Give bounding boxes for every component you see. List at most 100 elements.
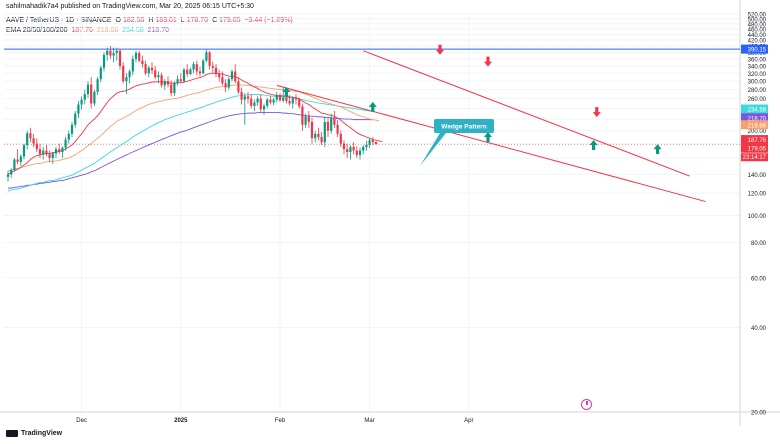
candle-body[interactable] <box>96 79 99 92</box>
candle-body[interactable] <box>278 94 282 101</box>
candle-body[interactable] <box>134 52 138 59</box>
candle-body[interactable] <box>202 60 205 74</box>
candle-body[interactable] <box>186 69 189 75</box>
candle-body[interactable] <box>42 150 45 155</box>
candle-body[interactable] <box>298 99 301 107</box>
candle-body[interactable] <box>365 144 368 148</box>
candle-body[interactable] <box>339 133 342 144</box>
candle-body[interactable] <box>112 52 115 56</box>
candle-body[interactable] <box>141 60 144 65</box>
candle-body[interactable] <box>16 159 19 162</box>
candle-body[interactable] <box>122 65 125 82</box>
candle-body[interactable] <box>346 149 349 153</box>
candle-body[interactable] <box>51 153 54 158</box>
candle-body[interactable] <box>131 58 134 72</box>
trendline-wedge-lower[interactable] <box>276 84 706 203</box>
candle-body[interactable] <box>86 84 90 95</box>
candle-body[interactable] <box>224 83 227 88</box>
candle-body[interactable] <box>374 141 378 145</box>
candle-body[interactable] <box>301 106 304 125</box>
candle-body[interactable] <box>282 97 285 101</box>
candle-body[interactable] <box>13 159 16 171</box>
candle-body[interactable] <box>102 54 106 68</box>
candle-body[interactable] <box>250 98 253 106</box>
candle-body[interactable] <box>310 121 314 139</box>
candle-body[interactable] <box>157 75 160 78</box>
candle-body[interactable] <box>70 124 74 134</box>
candle-body[interactable] <box>234 71 237 82</box>
candle-body[interactable] <box>371 140 374 143</box>
candle-body[interactable] <box>243 96 246 100</box>
candle-body[interactable] <box>64 139 67 148</box>
candle-body[interactable] <box>211 65 214 68</box>
candle-body[interactable] <box>35 143 38 150</box>
legend-ema-label[interactable]: EMA 20/50/100/200 <box>6 27 68 34</box>
candle-body[interactable] <box>90 84 93 104</box>
candle-body[interactable] <box>147 67 150 74</box>
candle-body[interactable] <box>29 133 32 139</box>
candle-body[interactable] <box>74 113 77 125</box>
candle-body[interactable] <box>330 117 333 131</box>
candle-body[interactable] <box>294 98 298 100</box>
candle-body[interactable] <box>218 74 221 78</box>
candle-body[interactable] <box>189 69 192 75</box>
candle-body[interactable] <box>150 67 154 71</box>
candle-body[interactable] <box>195 64 198 72</box>
candle-body[interactable] <box>170 84 173 94</box>
candle-body[interactable] <box>358 150 362 155</box>
candle-body[interactable] <box>6 174 10 177</box>
candle-body[interactable] <box>214 67 218 75</box>
candle-body[interactable] <box>208 52 211 66</box>
tradingview-branding[interactable]: TradingView <box>6 430 62 437</box>
candle-body[interactable] <box>125 77 128 82</box>
candle-body[interactable] <box>336 124 339 134</box>
candle-body[interactable] <box>77 104 80 114</box>
candle-body[interactable] <box>285 97 288 102</box>
candle-body[interactable] <box>128 71 131 78</box>
candle-body[interactable] <box>227 79 230 88</box>
candle-body[interactable] <box>176 79 179 83</box>
candle-body[interactable] <box>240 91 243 100</box>
candle-body[interactable] <box>48 154 51 158</box>
candle-body[interactable] <box>237 81 240 92</box>
candle-body[interactable] <box>67 133 70 140</box>
candle-body[interactable] <box>54 149 58 154</box>
candle-body[interactable] <box>304 116 307 125</box>
candle-body[interactable] <box>22 144 26 157</box>
candle-body[interactable] <box>291 98 294 104</box>
candle-body[interactable] <box>342 143 346 150</box>
candle-body[interactable] <box>307 116 310 122</box>
candle-body[interactable] <box>26 133 29 145</box>
candle-body[interactable] <box>192 64 195 70</box>
candle-body[interactable] <box>198 71 202 74</box>
candle-body[interactable] <box>173 82 176 94</box>
candle-body[interactable] <box>160 75 163 86</box>
candle-body[interactable] <box>38 149 42 155</box>
candle-body[interactable] <box>262 105 266 110</box>
candle-body[interactable] <box>259 98 262 110</box>
candle-body[interactable] <box>314 133 317 139</box>
candle-body[interactable] <box>246 96 250 99</box>
annotation-box[interactable] <box>434 119 494 133</box>
candle-body[interactable] <box>80 99 83 105</box>
candle-body[interactable] <box>19 156 22 162</box>
candle-body[interactable] <box>109 50 112 56</box>
candle-body[interactable] <box>115 50 118 53</box>
candle-body[interactable] <box>93 91 96 104</box>
candle-body[interactable] <box>275 94 278 100</box>
trendline-wedge-upper[interactable] <box>363 50 690 177</box>
candle-body[interactable] <box>320 136 323 143</box>
candle-body[interactable] <box>106 50 109 55</box>
candle-body[interactable] <box>221 77 224 84</box>
candle-body[interactable] <box>253 102 256 106</box>
candle-body[interactable] <box>266 99 269 106</box>
candle-body[interactable] <box>272 99 275 103</box>
candle-body[interactable] <box>32 138 35 144</box>
candle-body[interactable] <box>317 133 320 137</box>
candle-body[interactable] <box>349 147 352 153</box>
candle-body[interactable] <box>144 64 147 74</box>
candle-body[interactable] <box>166 81 170 85</box>
candle-body[interactable] <box>323 121 326 143</box>
candle-body[interactable] <box>182 69 186 82</box>
